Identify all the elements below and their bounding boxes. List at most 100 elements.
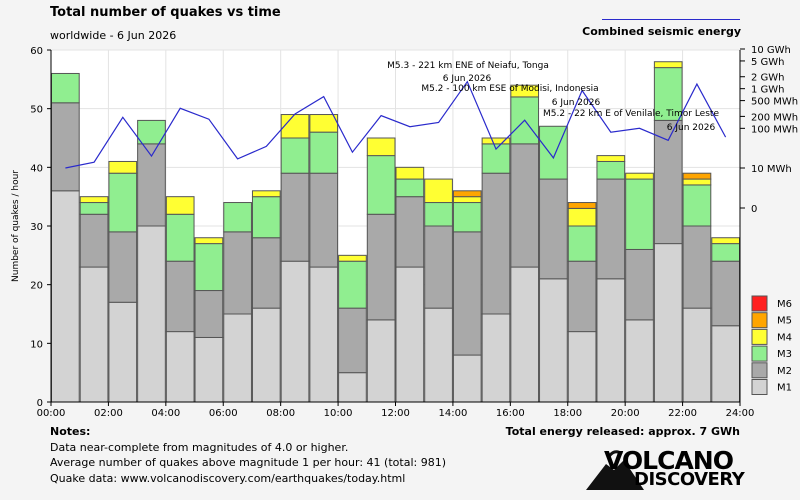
notes-block: Notes: Data near-complete from magnitude… <box>50 424 446 486</box>
logo-line-2: DISCOVERY <box>634 469 745 490</box>
annotation-label: M5.3 - 221 km ENE of Neiafu, Tonga <box>387 61 549 71</box>
bar-m1 <box>108 301 138 403</box>
bar-m3 <box>682 184 712 227</box>
bar-m4 <box>108 160 138 174</box>
notes-line-3[interactable]: Quake data: www.volcanodiscovery.com/ear… <box>50 471 406 485</box>
energy-tick-label: 5 GWh <box>751 57 785 68</box>
notes-line-2: Average number of quakes above magnitude… <box>50 456 446 469</box>
x-tick-label: 04:00 <box>151 408 180 419</box>
bar-m1 <box>137 225 166 403</box>
legend-swatch-m1 <box>751 379 768 395</box>
bar-m2 <box>625 248 654 321</box>
bar-m1 <box>194 336 224 403</box>
bar-m1 <box>596 278 626 403</box>
bar-m2 <box>223 231 252 315</box>
bar-m3 <box>165 213 195 262</box>
y-tick-label: 60 <box>30 46 43 57</box>
bar-m2 <box>711 260 741 327</box>
bar-m1 <box>424 307 453 403</box>
bar-m4 <box>309 114 339 133</box>
bar-m3 <box>424 202 453 227</box>
bar-m4 <box>596 155 626 162</box>
bar-m4 <box>510 84 540 98</box>
bar-m5 <box>682 172 712 180</box>
x-tick-label: 22:00 <box>668 408 697 419</box>
bar-m2 <box>567 260 597 333</box>
legend-label-m4: M4 <box>777 332 792 343</box>
x-tick-label: 02:00 <box>94 408 123 419</box>
bar-m1 <box>653 243 683 403</box>
legend-label-m3: M3 <box>777 349 792 360</box>
bar-m2 <box>424 225 453 309</box>
bar-m1 <box>223 313 252 403</box>
bar-m4 <box>452 196 482 204</box>
logo-line-1: VOLCANO <box>604 446 734 475</box>
legend-swatch-m3 <box>751 345 768 362</box>
bar-m2 <box>165 260 195 333</box>
legend-swatch-m5 <box>751 312 768 329</box>
x-tick-label: 00:00 <box>37 408 66 419</box>
chart-title: Total number of quakes vs time <box>50 5 281 20</box>
x-tick-label: 06:00 <box>209 408 238 419</box>
quake-chart: 0 10 20 30 40 50 60 00:00 02:00 04:00 06:00 08:00 10… <box>11 45 798 419</box>
x-tick-label: 14:00 <box>439 408 468 419</box>
legend-label-m5: M5 <box>777 316 792 327</box>
bar-m3 <box>194 243 224 292</box>
bar-m1 <box>366 319 396 403</box>
y-tick-label: 30 <box>30 222 43 233</box>
bar-m3 <box>108 172 138 233</box>
energy-tick-label: 10 MWh <box>751 164 792 175</box>
bar-m1 <box>165 331 195 403</box>
y-tick-label: 0 <box>37 398 43 409</box>
volcano-logo-icon <box>586 450 644 490</box>
x-tick-label: 20:00 <box>611 408 640 419</box>
bar-m3 <box>596 160 626 180</box>
bar-m3 <box>395 178 425 198</box>
y-tick-label: 20 <box>30 281 43 292</box>
bar-m4 <box>395 166 425 180</box>
bar-m3 <box>338 260 367 309</box>
annotation-date: 6 Jun 2026 <box>552 98 601 108</box>
bar-m1 <box>251 307 281 403</box>
legend-swatch-m2 <box>751 362 768 379</box>
bar-m2 <box>653 119 683 245</box>
bar-m1 <box>79 266 109 403</box>
notes-title: Notes: <box>50 425 91 438</box>
bar-m2 <box>108 231 138 303</box>
bar-m4 <box>424 178 453 204</box>
annotation-label: M5.2 - 22 km E of Venilale, Timor Leste <box>543 109 719 119</box>
bar-m1 <box>452 354 482 403</box>
bar-m3 <box>452 202 482 233</box>
x-tick-label: 10:00 <box>324 408 353 419</box>
bar-m3 <box>567 225 597 262</box>
energy-tick-label: 10 GWh <box>751 45 791 56</box>
bar-m4 <box>79 196 109 204</box>
volcano-discovery-logo[interactable]: VOLCANO DISCOVERY <box>584 446 745 492</box>
bar-m3 <box>711 243 741 262</box>
annotation-label: M5.2 - 100 km ESE of Modisi, Indonesia <box>421 84 598 94</box>
legend-label-m1: M1 <box>777 383 792 394</box>
bar-m1 <box>625 319 654 403</box>
bar-m2 <box>309 172 339 268</box>
bar-m1 <box>338 372 367 403</box>
bar-m3 <box>79 202 109 215</box>
bar-m2 <box>338 307 367 374</box>
bar-m2 <box>481 172 511 315</box>
bar-m2 <box>395 196 425 268</box>
bar-m4 <box>682 178 712 186</box>
bar-m2 <box>280 172 310 262</box>
y-tick-label: 40 <box>30 163 43 174</box>
bar-m4 <box>481 137 511 145</box>
energy-tick-label: 0 <box>751 204 757 215</box>
bar-m1 <box>51 190 80 403</box>
bar-m2 <box>194 290 224 338</box>
x-tick-label: 24:00 <box>726 408 755 419</box>
bar-m4 <box>653 61 683 69</box>
bar-m4 <box>366 137 396 157</box>
bar-m1 <box>567 331 597 403</box>
bar-m4 <box>567 207 597 227</box>
bar-m1 <box>481 313 511 403</box>
bar-m2 <box>596 178 626 280</box>
energy-legend-label: Combined seismic energy <box>582 25 741 38</box>
bar-m2 <box>79 213 109 268</box>
